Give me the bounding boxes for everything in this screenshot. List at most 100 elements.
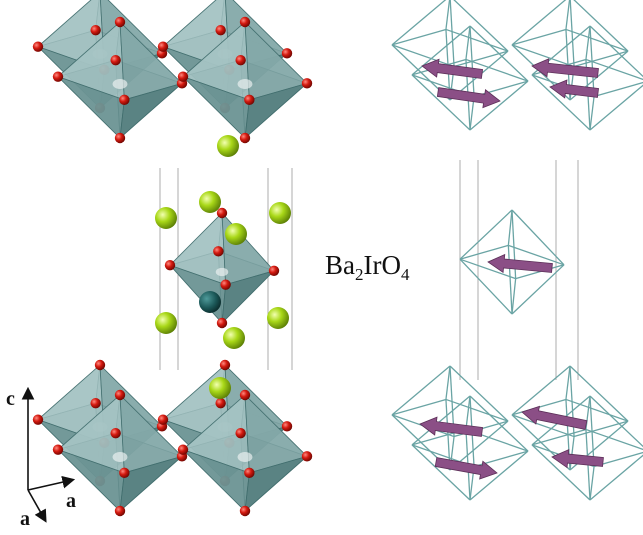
octahedron-edge: [565, 0, 571, 30]
octahedron-edge: [593, 81, 643, 98]
octahedron-edge: [445, 0, 451, 30]
oxygen-atom: [215, 24, 226, 36]
oxygen-atom: [157, 414, 169, 425]
octahedron-edge: [585, 25, 591, 60]
octahedron-edge: [507, 245, 513, 315]
moment-arrow: [551, 448, 604, 469]
octahedron-edge: [511, 414, 575, 438]
octahedron-edge: [469, 25, 529, 82]
octahedron-edge: [585, 395, 591, 430]
barium-atom: [269, 202, 291, 224]
octahedron-edge: [411, 444, 471, 501]
top-wire-front-left: [411, 25, 529, 131]
oxygen-atom: [213, 246, 224, 257]
octahedron-edge: [411, 74, 471, 131]
octahedron-edge: [453, 0, 509, 52]
compound-formula: Ba2IrO4: [325, 250, 409, 285]
oxygen-atom: [114, 132, 126, 144]
octahedron-face: [244, 455, 308, 512]
iridium-atom: [199, 291, 221, 313]
bottom-wire-front-right: [531, 395, 643, 501]
oxygen-atom: [110, 54, 121, 66]
moment-arrow: [549, 79, 600, 99]
moment-arrow: [421, 58, 484, 79]
octahedron-edge: [507, 209, 513, 246]
oxygen-atom: [281, 48, 293, 59]
oxygen-atom: [114, 505, 126, 517]
octahedron-edge: [511, 264, 565, 315]
oxygen-atom: [32, 414, 44, 425]
octahedron-face: [221, 270, 276, 325]
formula-ba: Ba: [325, 250, 355, 280]
top-layer-oct-front-right: [177, 16, 313, 144]
oxygen-atom: [281, 421, 293, 432]
oxygen-atom: [32, 41, 44, 52]
octahedron-face: [119, 82, 183, 139]
bottom-wire-back-left: [391, 365, 509, 471]
octahedron-edge: [511, 278, 517, 315]
iridium-center: [237, 79, 253, 89]
octahedron-edge: [569, 365, 629, 422]
octahedron-edge: [585, 58, 643, 81]
barium-atom: [217, 135, 239, 157]
moment-arrow: [434, 457, 498, 480]
oxygen-atom: [235, 427, 246, 439]
oxygen-atom: [119, 94, 130, 106]
formula-iro: IrO: [363, 250, 401, 280]
octahedron-edge: [589, 466, 595, 501]
oxygen-atom: [216, 207, 228, 219]
octahedron-edge: [411, 395, 471, 446]
moment-arrow: [487, 253, 553, 274]
octahedron-edge: [459, 258, 516, 280]
oxygen-atom: [52, 71, 64, 82]
barium-atom: [199, 191, 221, 213]
iro6-octahedra: [32, 0, 313, 517]
octahedron-edge: [391, 365, 451, 416]
iridium-center: [215, 267, 229, 277]
octahedron-edge: [511, 365, 571, 416]
right-unit-cell-lines: [459, 160, 579, 380]
octahedron-edge: [589, 395, 643, 448]
bottom-layer-oct-front-right: [177, 389, 313, 517]
barium-atom: [155, 207, 177, 229]
iridium-center: [237, 452, 253, 462]
crystal-axes-icon: [21, 386, 76, 523]
middle-octahedron: [164, 207, 280, 329]
oxygen-atom: [301, 78, 313, 89]
oxygen-atom: [244, 94, 255, 106]
octahedron-edge: [573, 0, 629, 52]
octahedron-edge: [511, 0, 567, 46]
oxygen-atom: [268, 265, 280, 277]
oxygen-atom: [239, 132, 251, 144]
barium-atom: [209, 377, 231, 399]
octahedron-edge: [565, 398, 629, 422]
oxygen-atom: [220, 279, 231, 290]
octahedron-edge: [589, 84, 643, 131]
octahedron-edge: [569, 436, 575, 471]
a-axis-arrow-2: [27, 489, 47, 523]
barium-atom: [267, 307, 289, 329]
octahedron-edge: [445, 28, 509, 52]
oxygen-atom: [110, 427, 121, 439]
magnetic-structure-view: [391, 0, 643, 501]
formula-sub-2: 2: [355, 265, 364, 284]
barium-atom: [225, 223, 247, 245]
octahedron-edge: [508, 244, 565, 266]
octahedron-edge: [391, 28, 447, 46]
oxygen-atom: [235, 54, 246, 66]
octahedron-edge: [465, 58, 529, 82]
octahedron-edge: [589, 25, 643, 78]
octahedron-edge: [459, 258, 513, 315]
octahedron-edge: [391, 0, 447, 46]
oxygen-atom: [157, 41, 169, 52]
oxygen-atom: [114, 16, 126, 28]
octahedron-edge: [411, 25, 471, 76]
moment-arrow: [436, 87, 501, 109]
octahedron-edge: [391, 44, 455, 68]
polyhedral-structure-view: [32, 0, 313, 517]
octahedron-edge: [391, 398, 447, 416]
oxygen-atom: [244, 467, 255, 479]
oxygen-atom: [90, 24, 101, 36]
oxygen-atom: [119, 467, 130, 479]
oxygen-atom: [219, 359, 231, 371]
